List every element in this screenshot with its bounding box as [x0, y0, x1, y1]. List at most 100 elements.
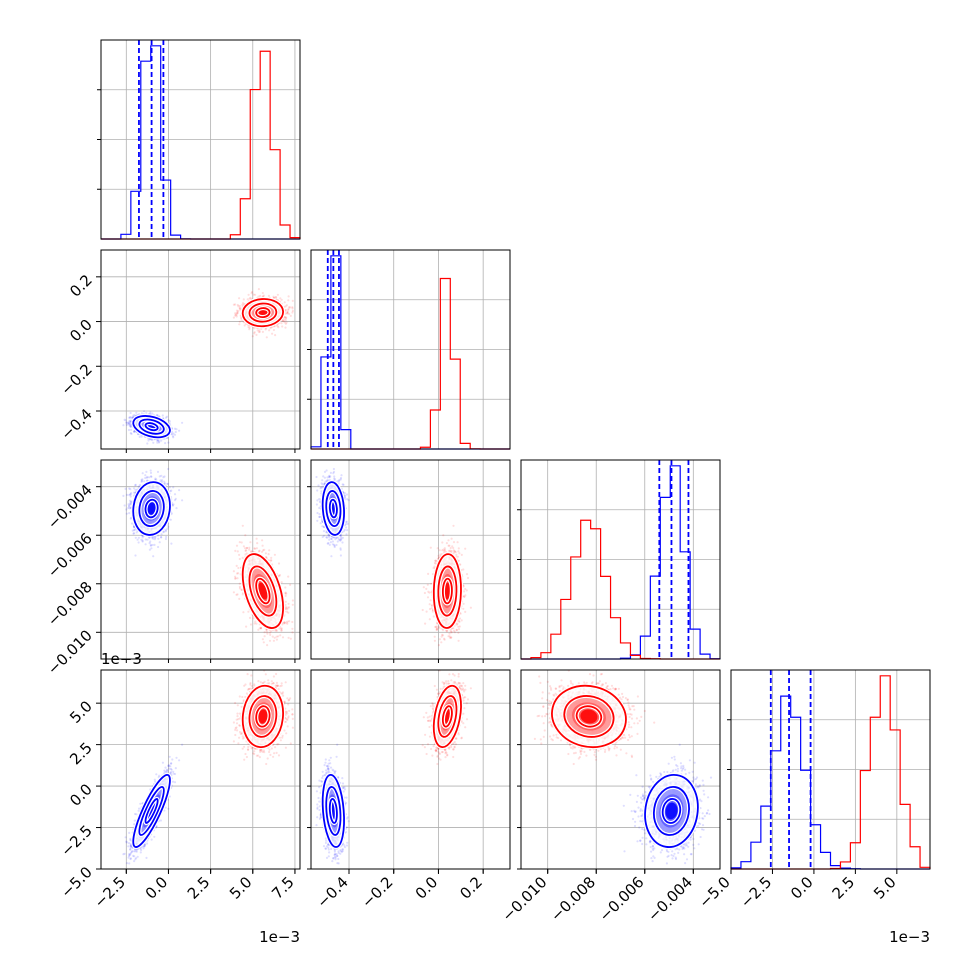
- sample-point: [274, 296, 277, 299]
- sample-point: [147, 439, 150, 442]
- sample-point: [235, 313, 238, 316]
- sample-point: [284, 326, 287, 329]
- sample-point: [173, 433, 177, 436]
- sample-point: [275, 296, 278, 299]
- sample-point: [129, 419, 132, 422]
- sample-point: [129, 425, 132, 428]
- sample-point: [250, 292, 253, 295]
- sample-point: [289, 306, 292, 309]
- sample-point: [283, 318, 286, 321]
- hist-panel-3-border: [730, 669, 931, 870]
- sample-point: [128, 424, 131, 427]
- sample-point: [237, 310, 240, 313]
- sample-point: [248, 328, 251, 331]
- sample-point: [140, 435, 143, 438]
- sample-point: [128, 421, 131, 424]
- sample-point: [234, 314, 237, 317]
- sample-point: [255, 333, 258, 336]
- sample-point: [157, 439, 160, 442]
- sample-point: [128, 422, 131, 425]
- sample-point: [281, 319, 284, 322]
- sample-point: [235, 309, 239, 312]
- sample-point: [286, 312, 289, 315]
- sample-point: [156, 441, 159, 444]
- sample-point: [257, 295, 260, 298]
- sample-point: [257, 330, 261, 334]
- sample-point: [242, 298, 245, 301]
- sample-point: [174, 430, 177, 434]
- sample-point: [269, 327, 272, 330]
- sample-point: [148, 438, 151, 441]
- sample-point: [261, 330, 264, 333]
- sample-point: [238, 304, 241, 308]
- sample-point: [272, 295, 275, 298]
- sample-point: [157, 439, 160, 442]
- sample-point: [271, 332, 274, 335]
- sample-point: [130, 417, 133, 420]
- sample-point: [133, 413, 136, 417]
- sample-point: [145, 411, 148, 414]
- sample-point: [253, 332, 256, 335]
- scatter-panel-0-1-bg: [101, 250, 300, 449]
- sample-point: [152, 441, 155, 444]
- sample-point: [284, 317, 287, 320]
- sample-point: [128, 420, 131, 423]
- sample-point: [285, 321, 288, 324]
- sample-point: [287, 299, 290, 302]
- sample-point: [151, 439, 154, 442]
- sample-point: [277, 326, 280, 329]
- contour-line-2: [132, 415, 171, 439]
- sample-point: [129, 415, 132, 419]
- sample-point: [130, 432, 133, 435]
- sample-point: [287, 308, 290, 312]
- sample-point: [128, 416, 131, 419]
- sample-point: [232, 316, 235, 319]
- sample-point: [280, 322, 283, 325]
- sample-point: [151, 412, 154, 415]
- sample-point: [125, 421, 129, 424]
- sample-point: [129, 416, 132, 419]
- contour-line-1: [138, 418, 165, 435]
- sample-point: [256, 329, 259, 332]
- sample-point: [291, 299, 294, 302]
- sample-point: [156, 413, 159, 417]
- hist-panel-1-border: [310, 249, 511, 450]
- sample-point: [243, 324, 246, 327]
- sample-point: [289, 314, 292, 317]
- hist-panel-0-grid: [101, 40, 300, 239]
- sample-point: [281, 325, 284, 328]
- hist-panel-2-grid: [521, 460, 720, 659]
- sample-point: [129, 420, 132, 423]
- sample-point: [267, 294, 270, 297]
- sample-point: [161, 414, 164, 417]
- sample-point: [143, 410, 146, 413]
- sample-point: [251, 290, 254, 294]
- sample-point: [286, 310, 289, 313]
- sample-point: [284, 305, 287, 308]
- sample-point: [246, 298, 249, 301]
- sample-point: [132, 414, 135, 417]
- sample-point: [283, 301, 286, 304]
- sample-point: [273, 296, 276, 299]
- sample-point: [133, 430, 136, 433]
- sample-point: [257, 288, 260, 291]
- sample-point: [276, 293, 279, 296]
- sample-point: [272, 328, 275, 332]
- sample-point: [138, 435, 141, 438]
- sample-point: [285, 316, 288, 319]
- sample-point: [237, 305, 240, 308]
- sample-point: [167, 441, 170, 444]
- sample-point: [171, 435, 175, 438]
- sample-point: [175, 428, 178, 431]
- sample-point: [287, 307, 290, 310]
- sample-point: [123, 418, 126, 421]
- sample-point: [234, 303, 237, 306]
- sample-point: [172, 432, 175, 435]
- sample-point: [248, 326, 251, 329]
- sample-point: [181, 421, 184, 424]
- sample-point: [157, 441, 161, 444]
- hist-panel-1-grid: [311, 250, 510, 449]
- sample-point: [241, 302, 245, 305]
- sample-point: [167, 419, 170, 422]
- sample-point: [268, 329, 271, 332]
